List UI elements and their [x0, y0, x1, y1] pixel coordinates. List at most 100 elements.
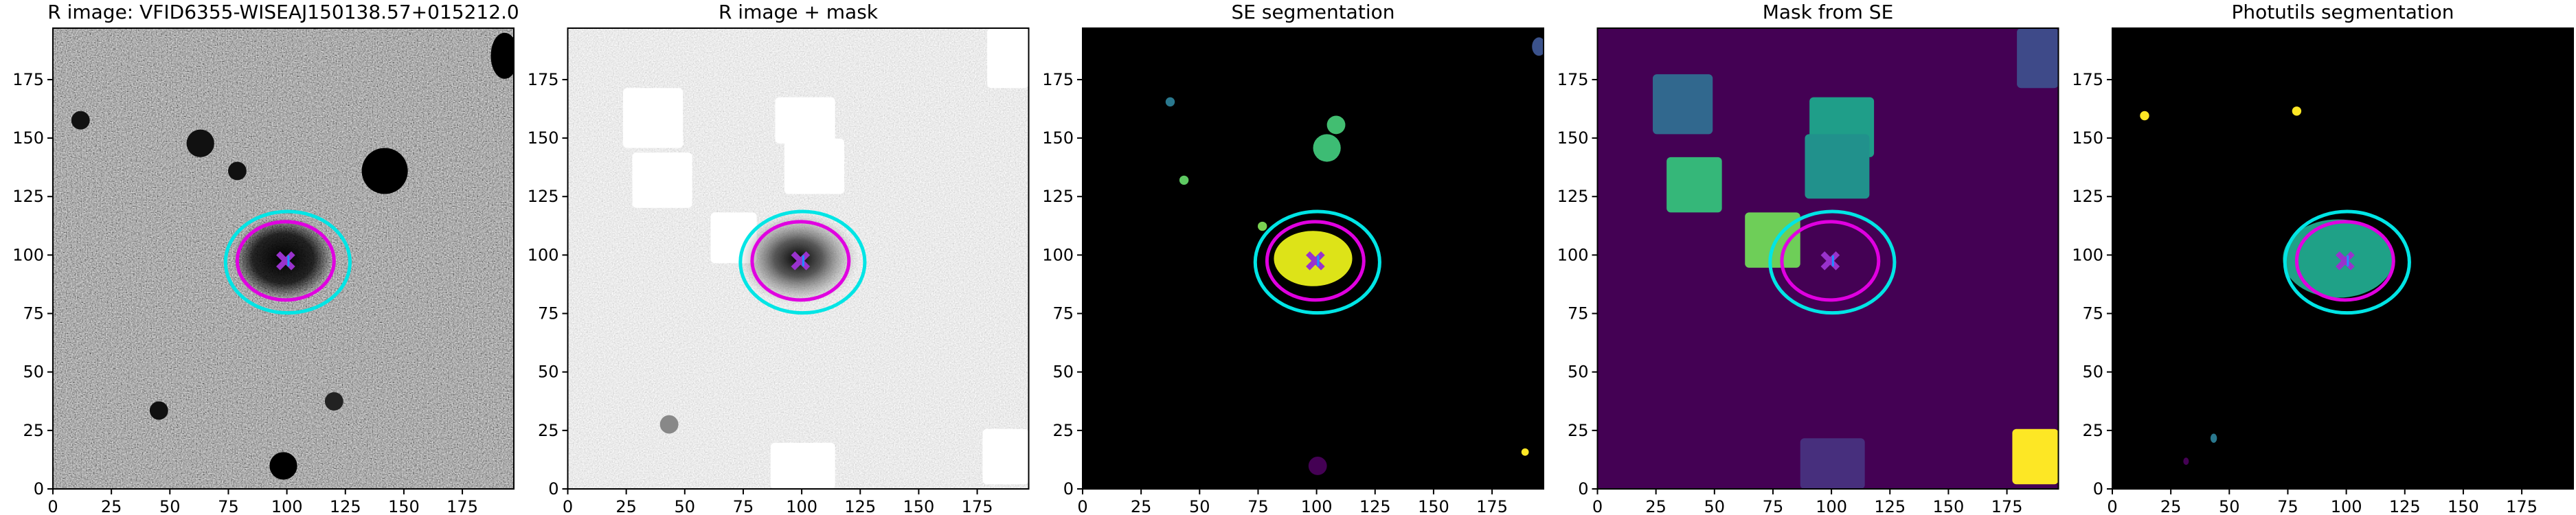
center-marker	[1306, 251, 1325, 271]
y-tick-label: 50	[23, 363, 44, 382]
x-tick-label: 0	[1077, 497, 1087, 515]
mask-region	[632, 152, 692, 208]
y-tick-label: 150	[12, 128, 44, 148]
source	[2283, 219, 2394, 298]
x-tick-label: 125	[1874, 497, 1906, 515]
x-tick-label: 0	[1592, 497, 1603, 515]
panel: R image + mask 0 25 50 75 100 125 150 175 0 25 50 75…	[528, 1, 1030, 515]
y-tick-label: 25	[1568, 421, 1589, 440]
aperture-inner	[2294, 220, 2395, 302]
x-tick-label: 150	[2448, 497, 2479, 515]
mask-region	[1653, 74, 1713, 135]
x-tick-label: 25	[101, 497, 122, 515]
y-tick-label: 50	[1568, 363, 1589, 382]
mask-region	[1805, 134, 1870, 199]
mask-region	[987, 28, 1029, 89]
x-tick-label: 25	[615, 497, 637, 515]
x-tick-label: 175	[1991, 497, 2023, 515]
x-tick-label: 175	[447, 497, 478, 515]
aperture-inner	[235, 220, 336, 302]
image-content	[2112, 28, 2573, 489]
x-tick-label: 150	[903, 497, 935, 515]
source	[490, 32, 514, 79]
y-tick-label: 75	[538, 304, 559, 323]
y-tick-label: 150	[1042, 128, 1074, 148]
axes-frame	[1596, 27, 2059, 490]
panel-title: R image: VFID6355-WISEAJ150138.57+015212…	[47, 1, 519, 23]
x-tick-label: 150	[1418, 497, 1449, 515]
x-tick-label: 175	[2506, 497, 2538, 515]
y-tick-label: 150	[1557, 128, 1589, 148]
mask-region	[775, 97, 835, 144]
y-tick-label: 50	[1052, 363, 1074, 382]
x-tick-label: 25	[2160, 497, 2182, 515]
y-tick-label: 175	[1042, 70, 1074, 89]
x-tick-label: 75	[1247, 497, 1269, 515]
y-tick-label: 0	[34, 479, 44, 499]
y-tick-label: 25	[1052, 421, 1074, 440]
aperture-inner	[750, 220, 851, 302]
source	[1532, 37, 1544, 56]
source	[186, 129, 214, 157]
center-marker	[791, 251, 811, 271]
aperture-outer	[1768, 209, 1897, 315]
source	[1308, 457, 1327, 475]
panel: Photutils segmentation 0 25 50 75 100 125 150 17…	[2072, 1, 2574, 515]
source	[361, 148, 408, 194]
aperture-inner	[1780, 220, 1881, 302]
x-tick-label: 100	[1301, 497, 1333, 515]
source	[1165, 97, 1175, 107]
panel: SE segmentation 0 25 50 75 100 125 150 175 0 25 50 7…	[1042, 1, 1544, 515]
source	[1179, 175, 1189, 185]
y-tick-label: 175	[528, 70, 559, 89]
y-tick-label: 125	[12, 187, 44, 206]
y-tick-label: 150	[528, 128, 559, 148]
x-tick-label: 0	[47, 497, 58, 515]
y-tick-label: 125	[2072, 187, 2103, 206]
center-marker	[1820, 251, 1840, 271]
mask-region	[2012, 428, 2059, 485]
source	[269, 452, 297, 480]
aperture-inner	[1265, 220, 1366, 302]
image-content	[1083, 28, 1544, 489]
aperture-outer	[738, 209, 867, 315]
mask-region	[623, 88, 683, 148]
x-tick-label: 125	[844, 497, 876, 515]
y-tick-label: 75	[23, 304, 44, 323]
x-tick-label: 150	[1933, 497, 1965, 515]
x-tick-label: 125	[2389, 497, 2421, 515]
x-tick-label: 25	[1131, 497, 1152, 515]
y-tick-label: 75	[1568, 304, 1589, 323]
mask-region	[1667, 157, 1722, 213]
image-content	[53, 28, 514, 489]
x-tick-label: 50	[1704, 497, 1726, 515]
y-tick-label: 100	[12, 245, 44, 264]
x-tick-label: 0	[563, 497, 573, 515]
x-tick-label: 50	[2219, 497, 2240, 515]
y-tick-label: 0	[548, 479, 558, 499]
aperture-outer	[223, 209, 352, 315]
y-tick-label: 175	[1557, 70, 1589, 89]
x-tick-label: 75	[2277, 497, 2298, 515]
y-tick-label: 125	[1042, 187, 1074, 206]
y-tick-label: 175	[2072, 70, 2103, 89]
source	[149, 401, 168, 420]
y-tick-label: 100	[1557, 245, 1589, 264]
y-tick-label: 25	[23, 421, 44, 440]
y-tick-label: 125	[1557, 187, 1589, 206]
x-tick-label: 0	[2107, 497, 2117, 515]
mask-region	[1745, 212, 1800, 268]
panel-title: R image + mask	[719, 1, 879, 23]
x-tick-label: 175	[962, 497, 993, 515]
image-content	[1597, 28, 2059, 489]
x-tick-label: 175	[1476, 497, 1508, 515]
y-tick-label: 150	[2072, 128, 2103, 148]
y-tick-label: 100	[2072, 245, 2103, 264]
center-marker	[276, 251, 295, 271]
source	[2183, 457, 2189, 466]
y-tick-label: 75	[1052, 304, 1074, 323]
axes-frame	[1082, 27, 1544, 490]
y-tick-label: 0	[1063, 479, 1074, 499]
